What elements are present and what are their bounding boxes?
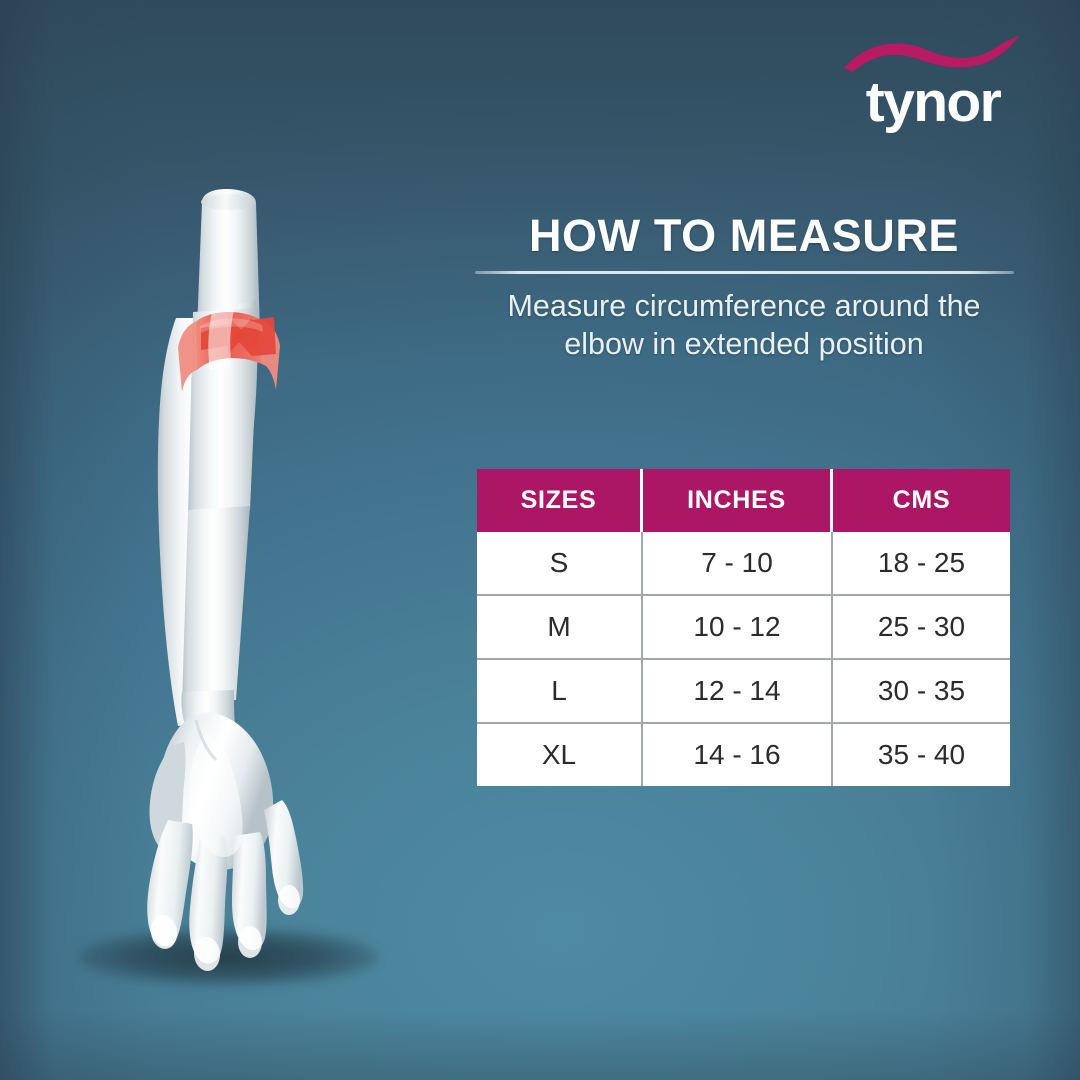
cell-cms: 30 - 35 <box>833 660 1010 724</box>
cell-size: XL <box>477 724 643 786</box>
arm-illustration <box>60 180 400 1000</box>
background-bottom-shade <box>0 1010 1080 1080</box>
brand-logo: tynor <box>841 34 1021 142</box>
cell-inches: 14 - 16 <box>643 724 833 786</box>
column-header-cms: CMS <box>833 469 1010 532</box>
cell-cms: 18 - 25 <box>833 532 1010 596</box>
column-header-sizes: SIZES <box>477 469 643 532</box>
swoosh-icon <box>844 36 1019 72</box>
arm-figure-icon <box>147 189 304 971</box>
cell-inches: 12 - 14 <box>643 660 833 724</box>
page-subtitle: Measure circumference around the elbow i… <box>466 287 1022 363</box>
table-row: L 12 - 14 30 - 35 <box>477 660 1010 724</box>
title-divider <box>475 271 1014 274</box>
subtitle-line-1: Measure circumference around the <box>507 289 981 323</box>
table-header-row: SIZES INCHES CMS <box>477 469 1010 532</box>
cell-size: S <box>477 532 643 596</box>
cell-cms: 35 - 40 <box>833 724 1010 786</box>
cell-cms: 25 - 30 <box>833 596 1010 660</box>
ground-shadow <box>78 928 378 986</box>
cell-size: L <box>477 660 643 724</box>
table-row: XL 14 - 16 35 - 40 <box>477 724 1010 786</box>
table-row: S 7 - 10 18 - 25 <box>477 532 1010 596</box>
cell-inches: 7 - 10 <box>643 532 833 596</box>
table-row: M 10 - 12 25 - 30 <box>477 596 1010 660</box>
cell-size: M <box>477 596 643 660</box>
brand-wordmark: tynor <box>865 70 1002 134</box>
cell-inches: 10 - 12 <box>643 596 833 660</box>
size-chart-table: SIZES INCHES CMS S 7 - 10 18 - 25 M 10 -… <box>477 469 1010 786</box>
page-title: HOW TO MEASURE <box>528 210 960 261</box>
subtitle-line-2: elbow in extended position <box>564 327 924 361</box>
column-header-inches: INCHES <box>643 469 833 532</box>
